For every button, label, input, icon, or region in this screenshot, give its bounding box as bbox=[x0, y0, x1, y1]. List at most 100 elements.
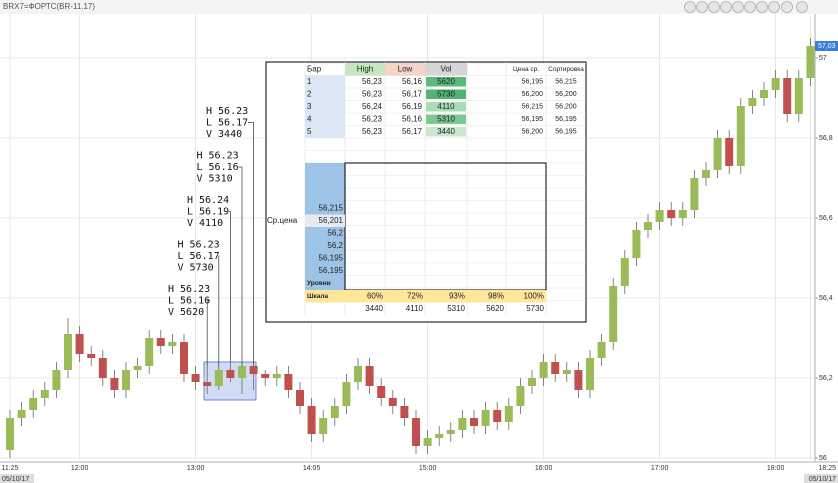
candle-body bbox=[64, 334, 72, 370]
candle-body bbox=[667, 210, 676, 218]
candle-body bbox=[597, 342, 606, 358]
annotation-text: V 3440 bbox=[206, 129, 242, 140]
cell-text: 56,23 bbox=[362, 127, 383, 136]
candle-body bbox=[203, 382, 212, 386]
candle-body bbox=[632, 230, 641, 258]
header-cell bbox=[385, 63, 425, 76]
candle-body bbox=[17, 410, 26, 418]
candle-body bbox=[423, 438, 432, 446]
cell-text: 56,23 bbox=[362, 114, 383, 123]
candle-body bbox=[354, 366, 362, 382]
candle-body bbox=[261, 374, 270, 378]
price-marker-label: 57,03 bbox=[818, 43, 836, 50]
y-tick-label: 56,8 bbox=[819, 135, 833, 142]
level-text: 56,215 bbox=[319, 203, 344, 212]
button[interactable] bbox=[732, 1, 744, 13]
button[interactable] bbox=[696, 1, 708, 13]
annotation-text: L 56.17 bbox=[178, 251, 220, 262]
button[interactable] bbox=[720, 1, 732, 13]
cell-text: 5620 bbox=[437, 77, 455, 86]
candle-body bbox=[168, 342, 177, 346]
cell-text: 56,23 bbox=[362, 77, 383, 86]
annotation-text: V 4110 bbox=[187, 218, 223, 229]
header-text: Vol bbox=[440, 64, 451, 73]
candle-body bbox=[75, 334, 84, 354]
level-text: 56,195 bbox=[319, 266, 344, 275]
candle-body bbox=[551, 362, 560, 374]
candle-body bbox=[528, 378, 536, 386]
button[interactable] bbox=[796, 1, 808, 13]
candle-body bbox=[388, 398, 397, 406]
scale-text: 60% bbox=[367, 291, 383, 300]
candle-body bbox=[794, 78, 803, 114]
button[interactable] bbox=[781, 1, 793, 13]
avg-label: Ср.цена bbox=[267, 216, 298, 225]
header-text: High bbox=[357, 64, 373, 73]
x-tick-label: 16:00 bbox=[535, 465, 553, 472]
annotation-text: H 56.23 bbox=[178, 240, 220, 251]
cell-text: 56,200 bbox=[522, 129, 544, 136]
scale-text: 100% bbox=[524, 291, 544, 300]
scale-volume: 5310 bbox=[447, 304, 465, 313]
bar-cell bbox=[305, 75, 345, 88]
x-tick-label: 15:00 bbox=[419, 465, 437, 472]
cell-text: 56,17 bbox=[402, 89, 423, 98]
cell-text: 4 bbox=[307, 114, 312, 123]
vol-cell bbox=[426, 77, 466, 87]
header-text: Бар bbox=[307, 64, 322, 73]
candle-body bbox=[562, 370, 571, 374]
header-text: Сортировка bbox=[548, 66, 584, 73]
cell-text: 5310 bbox=[437, 114, 455, 123]
instrument-title: BRX7=ФОРТС(BR-11.17) bbox=[3, 2, 95, 11]
button[interactable] bbox=[684, 1, 696, 13]
annotation-text: L 56.17 bbox=[206, 118, 248, 129]
vol-cell bbox=[426, 127, 466, 137]
toolbar-buttons[interactable] bbox=[684, 1, 808, 13]
cell-text: 56,195 bbox=[522, 79, 544, 86]
candle-body bbox=[655, 210, 664, 222]
date-label: 05/10/17 bbox=[2, 476, 29, 483]
button[interactable] bbox=[756, 1, 768, 13]
scale-volume: 5730 bbox=[526, 304, 544, 313]
candle-body bbox=[481, 410, 490, 426]
x-tick-label: 18:25 bbox=[818, 465, 836, 472]
annotation-text: H 56.23 bbox=[197, 151, 239, 162]
price-marker bbox=[815, 41, 838, 51]
cell-text: 56,195 bbox=[555, 116, 577, 123]
button[interactable] bbox=[744, 1, 756, 13]
vol-cell bbox=[426, 114, 466, 124]
candle-body bbox=[238, 366, 246, 378]
scale-volume: 5620 bbox=[486, 304, 504, 313]
annotation-text: H 56.23 bbox=[168, 284, 210, 295]
candle-body bbox=[470, 418, 478, 426]
y-tick-label: 57 bbox=[819, 55, 827, 62]
candle-body bbox=[586, 358, 594, 390]
candle-body bbox=[539, 362, 548, 378]
header-cell bbox=[425, 63, 467, 76]
candle-body bbox=[342, 382, 351, 406]
candle-body bbox=[574, 370, 583, 390]
level-text: 56,2 bbox=[327, 228, 343, 237]
vol-cell bbox=[426, 89, 466, 99]
candle-body bbox=[29, 398, 38, 410]
candle-body bbox=[110, 378, 119, 390]
button[interactable] bbox=[708, 1, 720, 13]
candle-body bbox=[6, 418, 14, 450]
annotation-text: H 56.24 bbox=[187, 195, 229, 206]
candle-body bbox=[446, 430, 455, 434]
annotation-text: L 56.16 bbox=[197, 162, 239, 173]
button[interactable] bbox=[768, 1, 780, 13]
candle-body bbox=[98, 358, 107, 378]
candle-body bbox=[713, 138, 722, 170]
cell-text: 56,195 bbox=[522, 116, 544, 123]
bar-cell bbox=[305, 88, 345, 101]
candle-body bbox=[122, 370, 130, 390]
candle-body bbox=[214, 370, 223, 386]
candle-body bbox=[365, 366, 374, 386]
date-box bbox=[804, 474, 838, 483]
bar-cell bbox=[305, 125, 345, 138]
candle-body bbox=[806, 46, 815, 78]
cell-text: 56,200 bbox=[555, 104, 577, 111]
cell-text: 56,200 bbox=[522, 91, 544, 98]
